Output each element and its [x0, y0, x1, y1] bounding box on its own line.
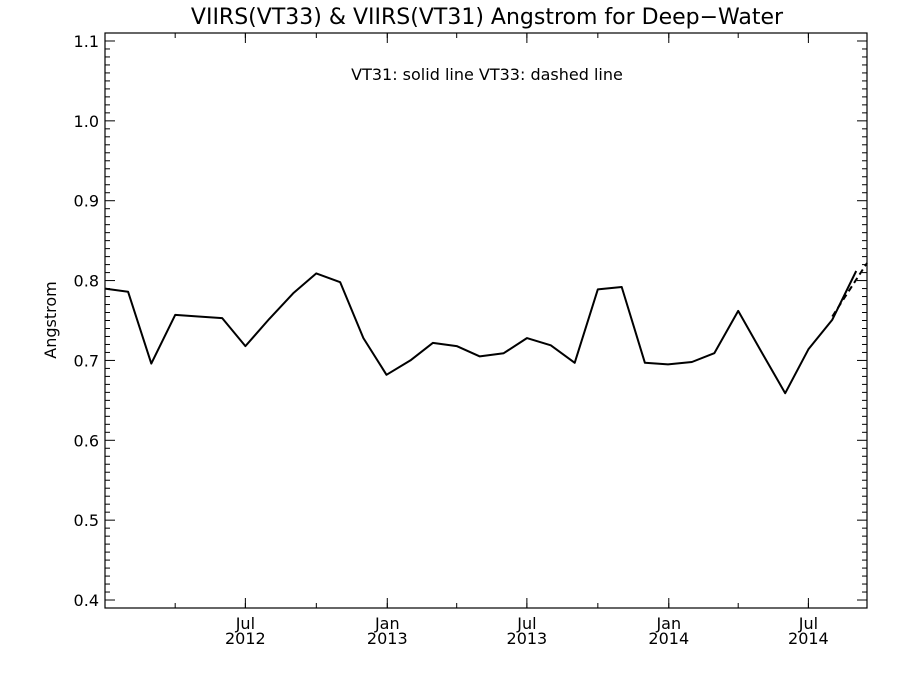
- x-tick-year: 2013: [507, 629, 548, 648]
- x-tick-year: 2013: [367, 629, 408, 648]
- x-tick-month: Jul: [798, 614, 818, 633]
- x-tick-year: 2014: [648, 629, 689, 648]
- x-tick-month: Jan: [655, 614, 681, 633]
- y-tick-label: 0.4: [74, 591, 99, 610]
- x-tick-year: 2012: [225, 629, 266, 648]
- series-lines: [104, 262, 868, 395]
- y-tick-label: 0.5: [74, 511, 99, 530]
- series-style-note: VT31: solid line VT33: dashed line: [351, 65, 623, 84]
- y-tick-label: 0.6: [74, 431, 99, 450]
- x-tick-year: 2014: [788, 629, 829, 648]
- x-tick-month: Jul: [235, 614, 255, 633]
- y-tick-label: 1.1: [74, 32, 99, 51]
- y-tick-label: 1.0: [74, 112, 99, 131]
- series-line-vt33: [831, 262, 868, 318]
- y-tick-label: 0.7: [74, 351, 99, 370]
- x-tick-month: Jul: [516, 614, 536, 633]
- y-tick-label: 0.8: [74, 272, 99, 291]
- chart-title: VIIRS(VT33) & VIIRS(VT31) Angstrom for D…: [191, 5, 784, 30]
- axis-ticks: [105, 32, 867, 609]
- series-line-vt31: [104, 270, 858, 395]
- y-tick-label: 0.9: [74, 192, 99, 211]
- plot-frame: [104, 32, 868, 609]
- tick-labels: 0.40.50.60.70.80.91.01.1Jul2012Jan2013Ju…: [74, 32, 829, 648]
- y-axis-label: Angstrom: [41, 281, 60, 358]
- x-tick-month: Jan: [374, 614, 400, 633]
